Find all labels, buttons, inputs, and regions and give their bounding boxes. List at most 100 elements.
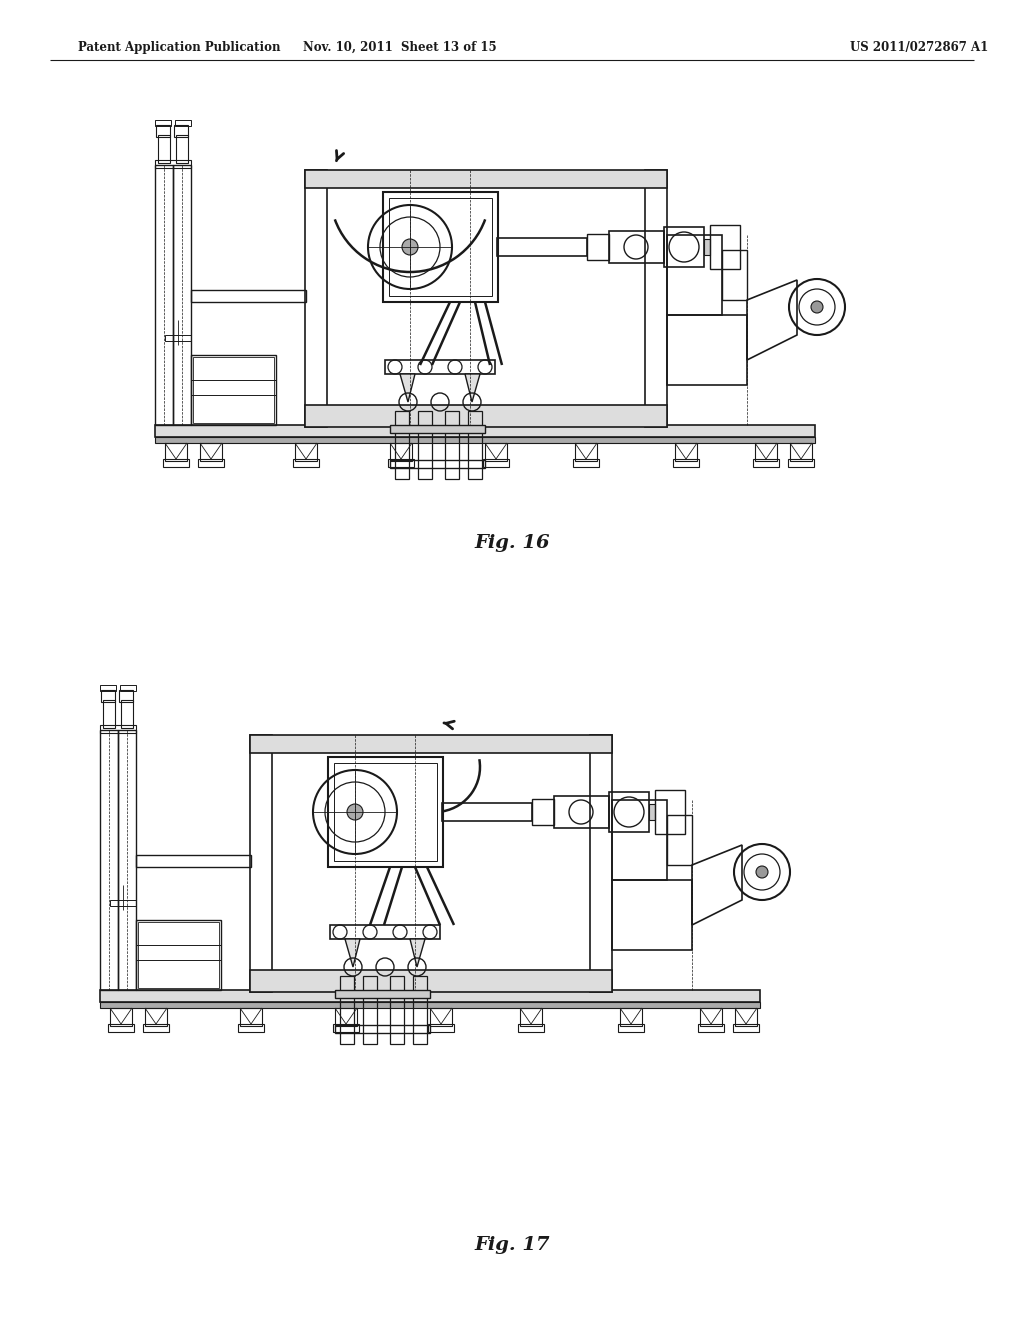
Bar xyxy=(722,249,746,300)
Bar xyxy=(173,165,191,425)
Bar xyxy=(390,444,412,461)
Bar xyxy=(573,459,599,467)
Bar xyxy=(788,459,814,467)
Bar xyxy=(698,1024,724,1032)
Bar xyxy=(100,730,118,990)
Bar xyxy=(155,165,173,425)
Bar xyxy=(790,444,812,461)
Bar xyxy=(330,925,440,939)
Bar xyxy=(609,792,649,832)
Bar xyxy=(413,975,427,1044)
Bar xyxy=(143,1024,169,1032)
Text: Fig. 17: Fig. 17 xyxy=(474,1236,550,1254)
Bar xyxy=(362,975,377,1044)
Polygon shape xyxy=(400,374,415,403)
Bar xyxy=(155,160,191,168)
Bar xyxy=(335,1008,357,1026)
Bar xyxy=(649,804,655,820)
Bar xyxy=(100,725,136,733)
Bar xyxy=(590,735,612,993)
Bar xyxy=(176,135,188,162)
Bar xyxy=(238,1024,264,1032)
Bar xyxy=(645,170,667,426)
Circle shape xyxy=(811,301,823,313)
Bar xyxy=(430,1008,452,1026)
Bar xyxy=(518,1024,544,1032)
Text: US 2011/0272867 A1: US 2011/0272867 A1 xyxy=(850,41,988,54)
Circle shape xyxy=(402,239,418,255)
Bar xyxy=(100,685,116,690)
Bar xyxy=(328,756,443,867)
Bar xyxy=(675,444,697,461)
Bar xyxy=(733,1024,759,1032)
Bar xyxy=(335,1026,430,1034)
Bar xyxy=(191,290,306,302)
Bar xyxy=(305,170,667,187)
Bar xyxy=(442,803,532,821)
Bar xyxy=(100,990,760,1002)
Bar xyxy=(174,125,188,137)
Bar xyxy=(108,1024,134,1032)
Bar xyxy=(200,444,222,461)
Bar xyxy=(334,763,437,861)
Bar xyxy=(428,1024,454,1032)
Bar xyxy=(554,796,609,828)
Polygon shape xyxy=(465,374,480,403)
Bar xyxy=(198,459,224,467)
Bar xyxy=(664,227,705,267)
Bar xyxy=(175,120,191,125)
Bar xyxy=(667,814,692,865)
Bar xyxy=(118,730,136,990)
Bar xyxy=(191,355,276,425)
Bar xyxy=(612,880,692,950)
Circle shape xyxy=(756,866,768,878)
Text: Nov. 10, 2011  Sheet 13 of 15: Nov. 10, 2011 Sheet 13 of 15 xyxy=(303,41,497,54)
Bar xyxy=(753,459,779,467)
Bar xyxy=(575,444,597,461)
Bar xyxy=(119,690,133,702)
Bar xyxy=(445,411,459,479)
Bar xyxy=(468,411,482,479)
Bar xyxy=(418,411,432,479)
Polygon shape xyxy=(410,939,425,968)
Bar xyxy=(155,425,815,437)
Bar xyxy=(673,459,699,467)
Bar xyxy=(483,459,509,467)
Bar xyxy=(101,690,115,702)
Bar xyxy=(700,1008,722,1026)
Bar xyxy=(155,437,815,444)
Bar xyxy=(497,238,587,256)
Bar xyxy=(390,975,404,1044)
Bar xyxy=(240,1008,262,1026)
Bar xyxy=(136,920,221,990)
Bar xyxy=(121,700,133,729)
Bar xyxy=(705,239,710,255)
Bar xyxy=(609,231,664,263)
Bar xyxy=(383,191,498,302)
Bar xyxy=(136,855,251,867)
Bar xyxy=(305,170,327,426)
Bar xyxy=(155,120,171,125)
Bar xyxy=(620,1008,642,1026)
Text: Fig. 16: Fig. 16 xyxy=(474,535,550,552)
Bar xyxy=(395,411,409,479)
Bar xyxy=(389,198,492,296)
Bar xyxy=(158,135,170,162)
Bar xyxy=(385,360,495,374)
Polygon shape xyxy=(345,939,360,968)
Bar xyxy=(333,1024,359,1032)
Bar xyxy=(587,234,609,260)
Bar xyxy=(156,125,170,137)
Bar xyxy=(145,1008,167,1026)
Bar xyxy=(710,224,740,269)
Bar xyxy=(667,235,722,315)
Bar xyxy=(335,990,430,998)
Bar xyxy=(165,444,187,461)
Bar xyxy=(735,1008,757,1026)
Bar xyxy=(193,356,274,422)
Bar xyxy=(110,1008,132,1026)
Bar xyxy=(250,735,612,752)
Bar xyxy=(390,425,485,433)
Bar xyxy=(532,799,554,825)
Bar xyxy=(667,315,746,385)
